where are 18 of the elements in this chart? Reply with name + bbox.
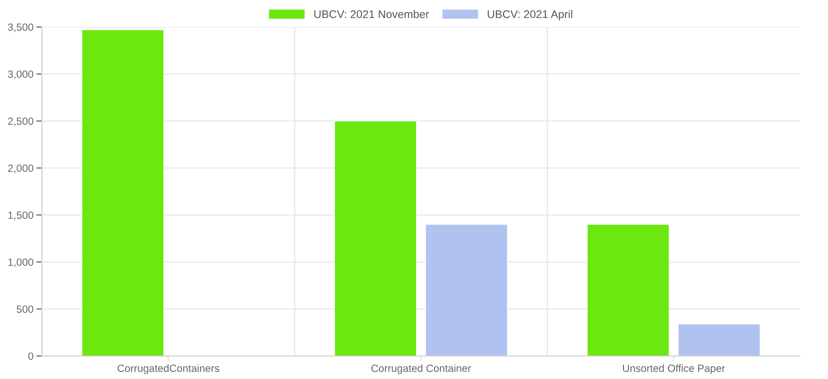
- y-tick-label: 1,500: [8, 212, 34, 220]
- bar: [586, 224, 670, 356]
- y-tick-label: 3,000: [8, 70, 34, 80]
- bar: [678, 324, 760, 356]
- x-tick-label: Unsorted Office Paper: [623, 364, 725, 374]
- legend-label: UBCV: 2021 April: [488, 10, 572, 20]
- y-tick-label: 1,000: [8, 258, 34, 268]
- legend-label: UBCV: 2021 November: [314, 10, 429, 18]
- x-tick-label: CorrugatedContainers: [118, 364, 220, 374]
- y-tick-label: 2,500: [8, 118, 34, 126]
- y-tick-label: 500: [16, 306, 34, 313]
- bar: [334, 120, 417, 356]
- y-tick-label: 3,500: [8, 24, 34, 32]
- x-tick-label: Corrugated Container: [371, 364, 471, 374]
- bar: [82, 29, 164, 356]
- y-tick-label: 0: [28, 352, 34, 360]
- bar: [425, 224, 508, 356]
- y-tick-label: 2,000: [8, 164, 34, 174]
